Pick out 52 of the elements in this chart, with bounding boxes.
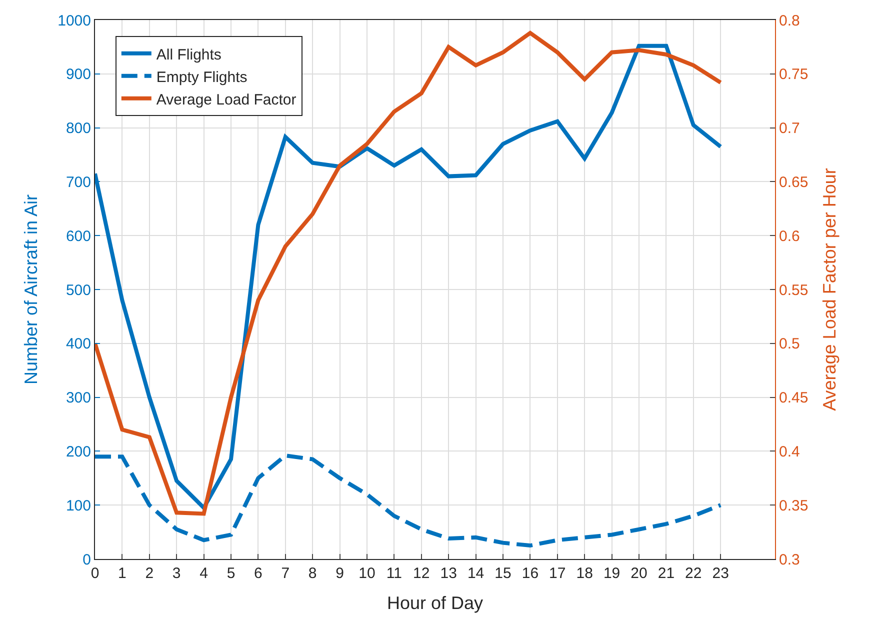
y2-tick-label: 0.75 xyxy=(779,66,808,84)
y2-tick-label: 0.5 xyxy=(779,336,800,353)
x-tick-label: 5 xyxy=(226,565,236,582)
y-tick-label: 1000 xyxy=(58,12,91,30)
legend-label: Average Load Factor xyxy=(156,91,296,108)
y-tick-label: 700 xyxy=(66,174,91,191)
y2-tick-label: 0.4 xyxy=(779,443,800,460)
y2-tick-label: 0.3 xyxy=(779,551,800,568)
y-tick-label: 400 xyxy=(66,336,91,353)
x-tick-label: 12 xyxy=(413,565,430,582)
x-axis-title: Hour of Day xyxy=(386,593,484,614)
x-tick-label: 1 xyxy=(118,565,126,582)
y2-tick-label: 0.65 xyxy=(779,174,808,191)
legend-label: Empty Flights xyxy=(156,68,248,86)
y2-tick-label: 0.55 xyxy=(779,282,808,299)
y-tick-label: 200 xyxy=(66,443,91,460)
x-tick-label: 8 xyxy=(308,565,317,582)
x-tick-label: 6 xyxy=(254,565,262,582)
y-tick-label: 100 xyxy=(66,497,91,514)
x-tick-label: 9 xyxy=(336,565,344,582)
y2-tick-label: 0.6 xyxy=(779,228,800,245)
y2-tick-label: 0.8 xyxy=(779,12,800,30)
y-tick-label: 800 xyxy=(66,120,91,138)
x-tick-label: 13 xyxy=(440,565,457,582)
x-tick-label: 18 xyxy=(576,565,593,582)
y-axis-title: Number of Aircraft in Air xyxy=(20,194,41,385)
x-tick-label: 7 xyxy=(281,565,290,582)
x-tick-label: 23 xyxy=(712,565,729,582)
x-tick-label: 2 xyxy=(145,565,154,582)
y2-tick-label: 0.45 xyxy=(779,390,808,407)
x-tick-label: 17 xyxy=(549,565,566,582)
x-tick-label: 15 xyxy=(494,565,512,582)
x-tick-label: 10 xyxy=(358,565,376,582)
x-tick-label: 20 xyxy=(630,565,648,582)
y-tick-label: 900 xyxy=(66,66,91,84)
x-tick-label: 14 xyxy=(467,565,484,582)
y-tick-label: 0 xyxy=(82,551,91,568)
line-series xyxy=(95,454,723,548)
x-tick-label: 21 xyxy=(658,565,675,582)
x-tick-label: 4 xyxy=(200,565,208,582)
y2-tick-label: 0.35 xyxy=(779,497,808,514)
x-tick-label: 11 xyxy=(386,565,402,582)
y-tick-label: 300 xyxy=(66,390,91,407)
x-tick-label: 16 xyxy=(522,565,539,582)
x-tick-label: 19 xyxy=(603,565,620,582)
y-tick-label: 500 xyxy=(66,282,91,299)
x-tick-label: 22 xyxy=(685,565,702,582)
legend-label: All Flights xyxy=(156,46,222,64)
y-tick-label: 600 xyxy=(66,228,91,245)
y2-axis-title: Average Load Factor per Hour xyxy=(819,168,840,411)
x-tick-label: 3 xyxy=(172,565,181,582)
y2-tick-label: 0.7 xyxy=(779,120,800,138)
